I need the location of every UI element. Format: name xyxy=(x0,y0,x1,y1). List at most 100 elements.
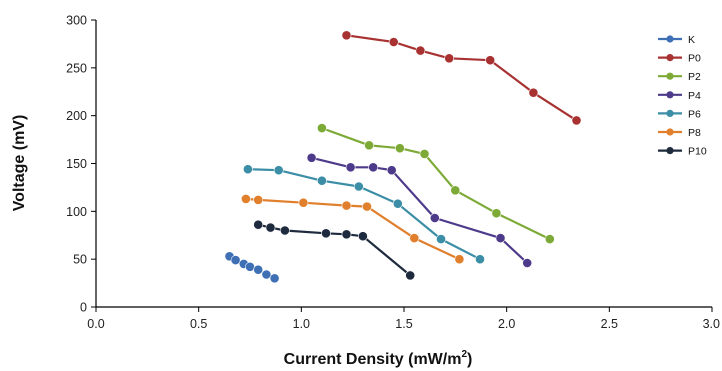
data-point xyxy=(364,140,374,151)
x-tick-label: 1.0 xyxy=(293,317,310,331)
data-point xyxy=(388,37,399,47)
y-tick-label: 100 xyxy=(66,205,87,219)
y-tick-label: 300 xyxy=(66,14,87,28)
data-point xyxy=(419,148,430,159)
data-point xyxy=(491,208,502,219)
data-point xyxy=(392,198,403,209)
data-point xyxy=(253,219,264,230)
x-tick-label: 0.5 xyxy=(190,317,207,331)
x-axis-ticks: 0.0 0.5 1.0 1.5 2.0 2.5 3.0 xyxy=(87,307,720,331)
data-point xyxy=(368,162,379,173)
data-point xyxy=(353,181,364,192)
data-point xyxy=(321,228,331,239)
legend-label: P0 xyxy=(688,53,701,65)
data-point xyxy=(279,225,290,236)
legend-item-p4: P4 xyxy=(658,90,701,102)
data-point xyxy=(273,165,284,176)
data-point xyxy=(436,234,446,244)
data-point xyxy=(409,233,420,243)
series-p2 xyxy=(316,123,555,244)
data-point xyxy=(495,233,506,243)
series-p4 xyxy=(306,152,533,268)
data-point xyxy=(444,53,455,64)
x-tick-label: 3.0 xyxy=(703,317,720,331)
legend-item-p8: P8 xyxy=(658,127,701,139)
legend-label: P6 xyxy=(688,108,701,120)
data-point xyxy=(253,264,264,275)
data-point xyxy=(345,162,356,173)
legend-item-p0: P0 xyxy=(658,53,701,65)
legend-marker xyxy=(666,109,674,117)
series-line xyxy=(346,34,578,122)
data-point xyxy=(316,175,327,186)
y-tick-label: 250 xyxy=(66,61,87,75)
axes xyxy=(95,20,712,308)
data-point xyxy=(341,200,352,211)
data-point xyxy=(240,193,251,204)
y-tick-label: 150 xyxy=(66,157,87,171)
legend-marker xyxy=(666,35,674,43)
legend-item-p10: P10 xyxy=(658,146,707,158)
data-point xyxy=(394,143,405,154)
y-tick-label: 200 xyxy=(66,109,87,123)
legend-marker xyxy=(666,54,674,62)
data-point xyxy=(475,254,485,265)
data-point xyxy=(429,213,440,223)
data-point xyxy=(341,30,352,41)
data-point xyxy=(415,45,426,56)
legend-item-p2: P2 xyxy=(658,71,701,83)
data-point xyxy=(386,165,397,176)
series-k xyxy=(224,251,280,284)
data-point xyxy=(485,55,496,66)
data-point xyxy=(362,201,372,212)
series-p10 xyxy=(253,219,416,281)
x-tick-label: 2.0 xyxy=(498,317,515,331)
legend-item-k: K xyxy=(658,34,695,46)
x-tick-label: 0.0 xyxy=(87,317,104,331)
data-point xyxy=(522,258,533,268)
legend-marker xyxy=(666,72,674,80)
legend-label: P2 xyxy=(688,71,701,83)
legend-label: P10 xyxy=(688,146,707,158)
legend-label: P4 xyxy=(688,90,701,102)
data-point xyxy=(405,270,416,281)
x-axis-title-superscript: 2 xyxy=(461,349,467,360)
series-line xyxy=(247,168,481,261)
legend-label: P8 xyxy=(688,127,701,139)
series-p8 xyxy=(240,193,465,265)
legend-marker xyxy=(666,147,674,155)
data-point xyxy=(528,87,539,98)
data-point xyxy=(571,115,582,126)
data-point xyxy=(316,123,327,134)
series-layer xyxy=(224,30,582,284)
x-tick-label: 2.5 xyxy=(601,317,618,331)
y-tick-label: 50 xyxy=(73,253,87,267)
data-point xyxy=(242,164,253,175)
data-point xyxy=(357,231,368,242)
y-tick-label: 0 xyxy=(80,301,87,315)
data-point xyxy=(265,222,276,233)
x-axis-title-main: Current Density (mW/m xyxy=(284,351,462,368)
data-point xyxy=(544,234,555,244)
series-p0 xyxy=(341,30,582,126)
y-axis-title: Voltage (mV) xyxy=(11,115,28,212)
x-axis-title: Current Density (mW/m2) xyxy=(284,349,473,368)
x-tick-label: 1.5 xyxy=(395,317,412,331)
data-point xyxy=(245,261,255,272)
data-point xyxy=(253,194,264,205)
data-point xyxy=(298,197,309,208)
series-p6 xyxy=(242,164,485,265)
data-point xyxy=(450,185,461,196)
legend-marker xyxy=(666,91,674,99)
data-point xyxy=(269,273,280,284)
legend: K P0 P2 P4 P6 P8 P10 xyxy=(658,34,707,158)
data-point xyxy=(341,229,352,240)
legend-item-p6: P6 xyxy=(658,108,701,120)
data-point xyxy=(261,269,272,280)
x-axis-title-close: ) xyxy=(467,351,472,368)
data-point xyxy=(454,254,465,265)
data-point xyxy=(306,152,317,163)
legend-marker xyxy=(666,128,674,136)
data-point xyxy=(230,255,241,265)
